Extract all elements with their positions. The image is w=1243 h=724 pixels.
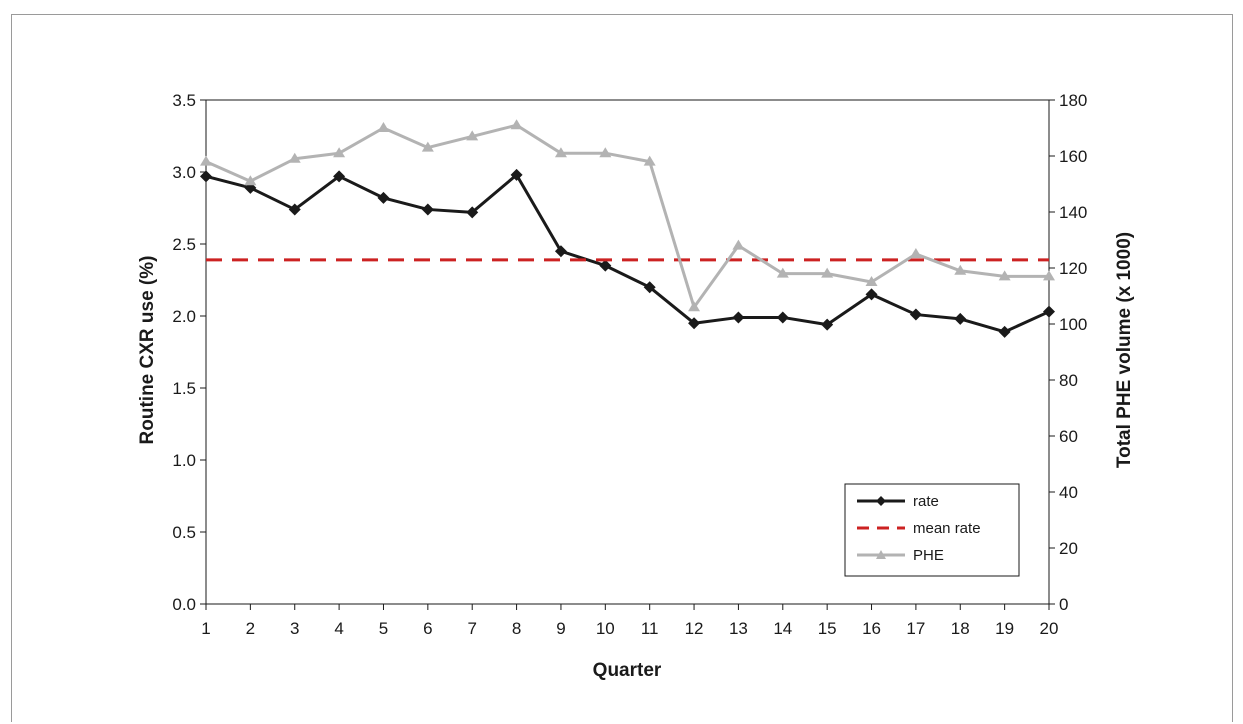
series-phe-point: [1043, 270, 1055, 281]
x-tick-label: 5: [379, 619, 388, 638]
y2-tick-label: 120: [1059, 259, 1087, 278]
series-rate-point: [421, 203, 434, 216]
y-tick-label: 2.0: [172, 307, 196, 326]
series-phe-point: [909, 248, 922, 258]
x-tick-label: 10: [596, 619, 615, 638]
x-tick-label: 7: [467, 619, 476, 638]
y-tick-label: 1.5: [172, 379, 196, 398]
series-rate-point: [732, 311, 745, 324]
y-tick-label: 0.0: [172, 595, 196, 614]
chart-frame: [11, 14, 1233, 722]
x-tick-label: 6: [423, 619, 432, 638]
x-tick-label: 20: [1040, 619, 1059, 638]
series-rate-line: [205, 173, 1050, 334]
y-tick-label: 2.5: [172, 235, 196, 254]
y2-axis-title: Total PHE volume (x 1000): [1114, 232, 1135, 468]
series-rate-point: [821, 318, 834, 331]
y2-tick-label: 160: [1059, 147, 1087, 166]
x-tick-label: 14: [773, 619, 792, 638]
y2-tick-label: 180: [1059, 91, 1087, 110]
series-phe-line: [205, 123, 1049, 309]
series-phe-point: [599, 147, 612, 158]
series-rate-point: [865, 288, 878, 301]
legend-label-phe: PHE: [913, 547, 944, 564]
x-tick-label: 8: [512, 619, 521, 638]
x-tick-label: 9: [556, 619, 565, 638]
series-phe-point: [554, 147, 567, 158]
x-tick-label: 11: [641, 619, 659, 638]
x-tick-label: 3: [290, 619, 299, 638]
series-rate-point: [466, 206, 479, 219]
legend-marker-phe: [876, 550, 886, 559]
series-phe-point: [377, 122, 390, 132]
x-tick-label: 13: [729, 619, 748, 638]
series-rate-point: [1043, 305, 1055, 318]
series-phe-point: [688, 301, 701, 312]
y2-tick-label: 0: [1059, 595, 1068, 614]
series-rate-point: [776, 311, 789, 324]
legend-marker-rate: [876, 496, 886, 506]
x-tick-label: 19: [995, 619, 1014, 638]
series-phe-point: [732, 239, 745, 250]
plot-border: [205, 99, 1050, 605]
series-phe-point: [288, 152, 301, 163]
series-phe-point: [821, 267, 834, 278]
y-tick-label: 3.5: [172, 91, 196, 110]
series-phe-point: [333, 147, 346, 158]
x-tick-label: 1: [201, 619, 210, 638]
series-rate-point: [333, 170, 346, 183]
y2-tick-label: 100: [1059, 315, 1087, 334]
y2-tick-label: 60: [1059, 427, 1078, 446]
x-tick-label: 18: [951, 619, 970, 638]
y-axis-title: Routine CXR use (%): [137, 256, 158, 445]
series-rate-point: [954, 312, 967, 325]
series-phe-point: [954, 264, 967, 275]
series-phe-point: [643, 155, 656, 166]
y-tick-label: 3.0: [172, 163, 196, 182]
series-phe-point: [776, 267, 789, 278]
series-phe-point: [998, 270, 1011, 281]
x-tick-label: 15: [818, 619, 837, 638]
x-tick-label: 2: [246, 619, 255, 638]
y-tick-label: 0.5: [172, 523, 196, 542]
legend-label-mean-rate: mean rate: [913, 520, 981, 537]
series-phe-point: [244, 175, 257, 186]
series-rate-point: [998, 325, 1011, 338]
series-rate-point: [288, 203, 301, 216]
series-phe-point: [466, 130, 479, 141]
series-rate-point: [200, 170, 212, 183]
x-tick-label: 17: [906, 619, 925, 638]
legend-label-rate: rate: [913, 493, 939, 510]
x-axis-title: Quarter: [593, 660, 662, 681]
legend-box: [844, 483, 1020, 577]
series-rate-point: [554, 245, 567, 258]
series-phe-point: [510, 119, 523, 130]
series-phe-point: [200, 155, 212, 166]
series-rate-point: [688, 317, 701, 330]
y2-tick-label: 40: [1059, 483, 1078, 502]
y-tick-label: 1.0: [172, 451, 196, 470]
x-tick-label: 12: [685, 619, 704, 638]
plot-area: 0.00.51.01.52.02.53.03.50204060801001201…: [172, 91, 1087, 638]
series-rate-point: [643, 281, 656, 294]
x-tick-label: 16: [862, 619, 881, 638]
series-phe-point: [421, 141, 434, 152]
series-rate-point: [377, 191, 390, 204]
y2-tick-label: 20: [1059, 539, 1078, 558]
y2-tick-label: 80: [1059, 371, 1078, 390]
series-rate-point: [599, 259, 612, 272]
y2-tick-label: 140: [1059, 203, 1087, 222]
series-rate-point: [510, 168, 523, 181]
series-phe-point: [865, 276, 878, 286]
series-rate-point: [909, 308, 922, 321]
x-tick-label: 4: [334, 619, 343, 638]
